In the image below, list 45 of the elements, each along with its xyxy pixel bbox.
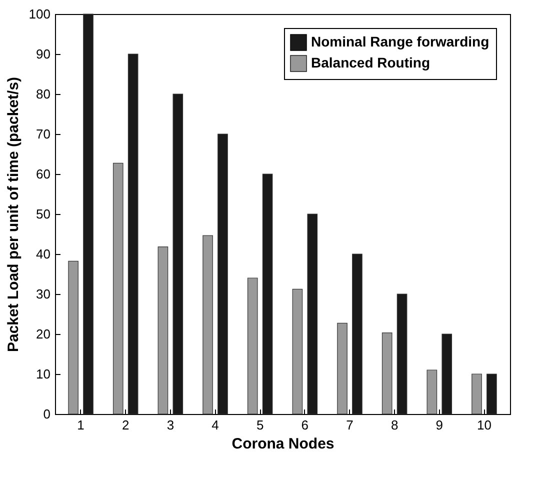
y-axis-title: Packet Load per unit of time (packet/s) bbox=[4, 76, 22, 352]
y-tick-label: 70 bbox=[36, 126, 50, 142]
bar bbox=[426, 370, 438, 414]
y-tick-label: 100 bbox=[28, 6, 50, 22]
bar bbox=[68, 260, 78, 414]
bar bbox=[292, 288, 303, 414]
x-tick-label: 10 bbox=[476, 418, 492, 432]
legend-label: Balanced Routing bbox=[311, 54, 430, 70]
bar bbox=[337, 322, 348, 414]
bar bbox=[307, 214, 318, 414]
y-tick-label: 40 bbox=[36, 246, 50, 262]
y-tick-label: 60 bbox=[36, 166, 50, 182]
x-axis-title: Corona Nodes bbox=[232, 436, 334, 452]
bar bbox=[83, 14, 94, 414]
bar bbox=[128, 54, 138, 414]
x-tick-label: 4 bbox=[212, 418, 219, 432]
y-tick-label: 80 bbox=[36, 86, 50, 102]
x-tick-label: 1 bbox=[77, 418, 84, 432]
bar bbox=[202, 235, 213, 414]
bar bbox=[262, 174, 273, 414]
bar bbox=[486, 374, 497, 414]
bar bbox=[172, 94, 184, 414]
bar bbox=[396, 294, 408, 414]
x-tick-label: 7 bbox=[346, 418, 354, 432]
x-tick-label: 6 bbox=[301, 418, 309, 432]
y-tick-label: 50 bbox=[36, 206, 50, 222]
bar bbox=[112, 162, 124, 414]
y-tick-label: 90 bbox=[36, 46, 50, 62]
bar bbox=[472, 374, 482, 414]
y-tick-label: 30 bbox=[36, 286, 50, 302]
x-tick-label: 8 bbox=[390, 418, 398, 432]
x-tick-label: 9 bbox=[436, 418, 444, 432]
bar bbox=[382, 332, 392, 414]
x-tick-label: 3 bbox=[166, 418, 174, 432]
bar bbox=[247, 278, 258, 414]
y-tick-label: 20 bbox=[36, 326, 50, 342]
legend-label: Nominal Range forwarding bbox=[311, 34, 490, 50]
x-tick-label: 2 bbox=[122, 418, 130, 432]
bar bbox=[442, 334, 452, 414]
y-tick-label: 0 bbox=[43, 406, 50, 422]
y-tick-label: 10 bbox=[36, 366, 50, 382]
x-tick-label: 5 bbox=[256, 418, 264, 432]
bar bbox=[158, 246, 168, 414]
bar bbox=[352, 254, 362, 414]
bar bbox=[218, 134, 228, 414]
